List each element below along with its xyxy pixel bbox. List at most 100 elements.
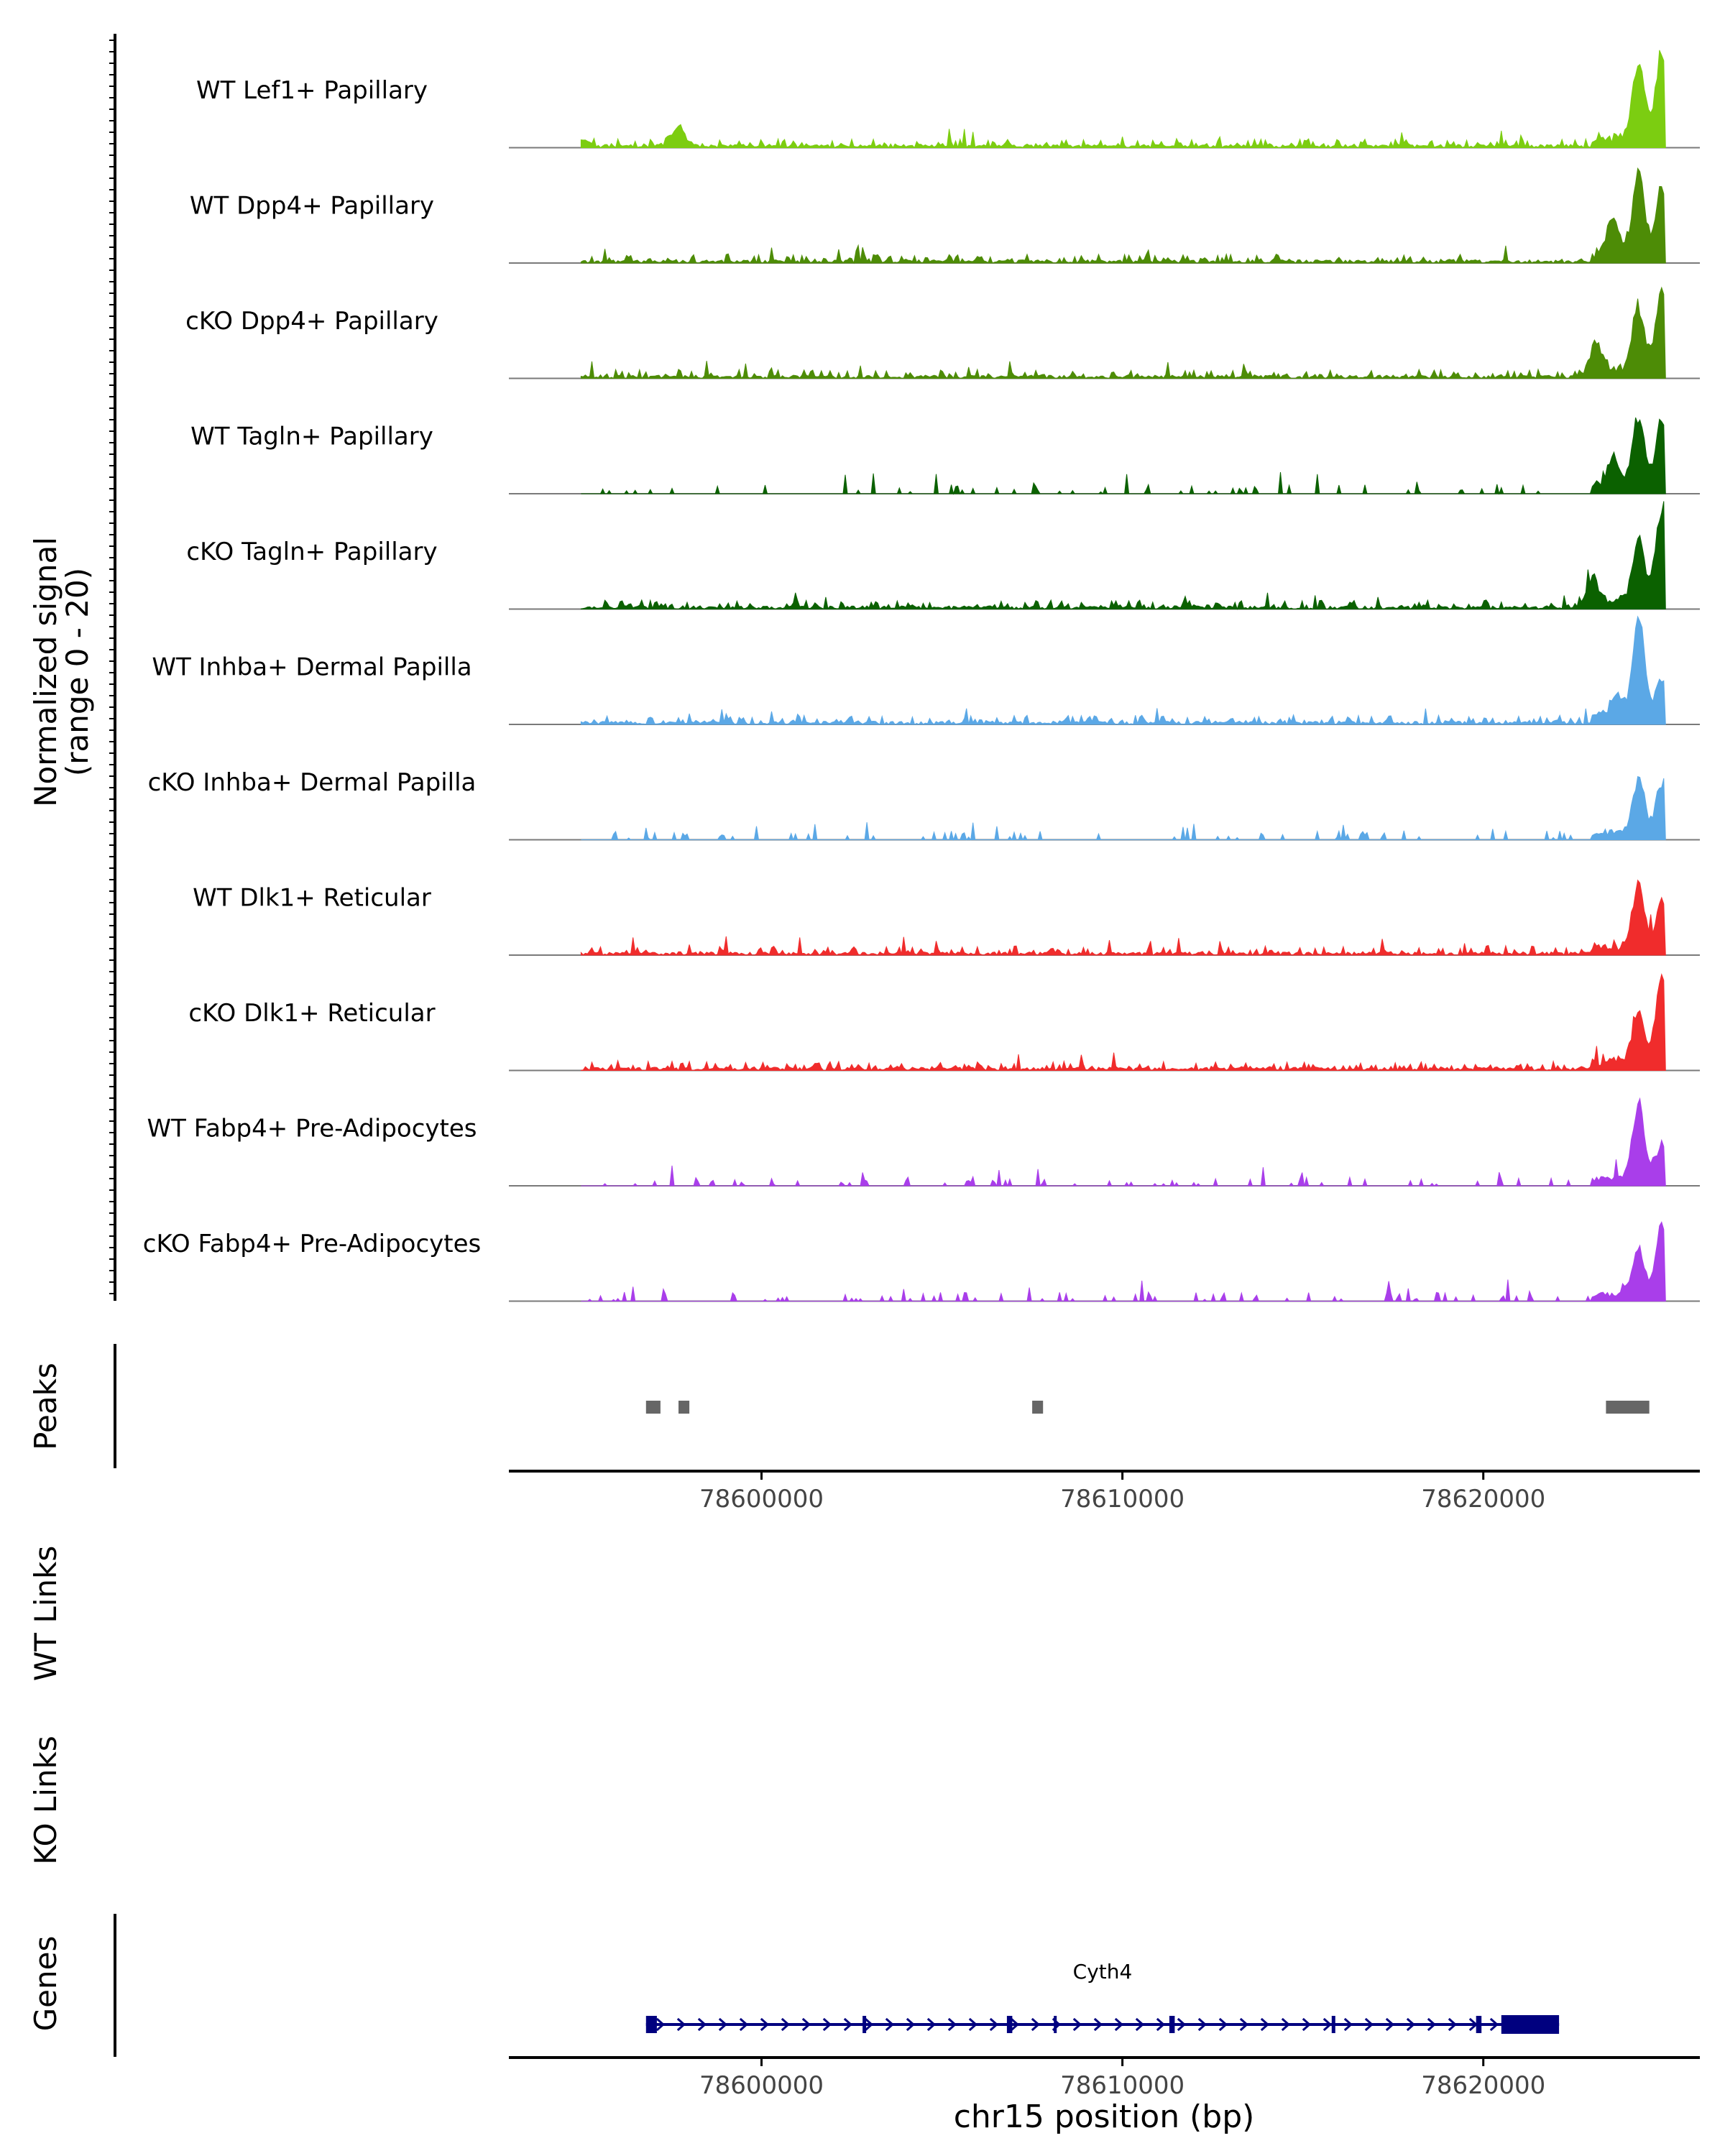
coverage-track: cKO Inhba+ Dermal Papilla [148, 768, 1700, 842]
strand-arrow [1427, 2017, 1437, 2032]
peaks-panel: Peaks 78600000 78610000 78620000 [28, 1344, 1700, 1514]
coverage-track: cKO Fabp4+ Pre-Adipocytes [143, 1221, 1700, 1302]
strand-arrow [1302, 2017, 1312, 2032]
coverage-y-ticks [109, 40, 115, 1294]
strand-arrow [697, 2017, 707, 2032]
strand-arrow [1343, 2017, 1353, 2032]
strand-arrow [864, 2017, 874, 2032]
gene-exon [1054, 2016, 1057, 2033]
coverage-track: WT Inhba+ Dermal Papilla [152, 615, 1700, 726]
coverage-track: WT Dlk1+ Reticular [193, 879, 1700, 957]
strand-arrow [1093, 2017, 1103, 2032]
x-axis-title: chr15 position (bp) [954, 2099, 1255, 2135]
coverage-area [580, 286, 1666, 379]
coverage-track: WT Lef1+ Papillary [196, 50, 1700, 149]
strand-arrow [822, 2017, 832, 2032]
coverage-area [580, 879, 1666, 957]
coverage-area [581, 417, 1666, 495]
peak-region [678, 1401, 690, 1414]
strand-arrow [989, 2017, 999, 2032]
coverage-area [580, 501, 1666, 610]
x-ticks-genes: 78600000 78610000 78620000 [699, 2058, 1545, 2100]
strand-arrow [1239, 2017, 1249, 2032]
strand-arrow [1197, 2017, 1208, 2032]
strand-arrow [1072, 2017, 1082, 2032]
strand-arrow [1010, 2017, 1020, 2032]
strand-arrow [1406, 2017, 1416, 2032]
strand-arrow [760, 2017, 770, 2032]
strand-arrow [1385, 2017, 1395, 2032]
strand-arrow [1322, 2017, 1333, 2032]
x-tick-label: 78600000 [699, 1485, 824, 1514]
track-label: WT Dpp4+ Papillary [190, 192, 434, 221]
coverage-track: cKO Dlk1+ Reticular [188, 973, 1700, 1072]
x-tick-label: 78600000 [699, 2071, 824, 2100]
coverage-area [581, 1097, 1666, 1187]
x-tick-label: 78610000 [1060, 2071, 1184, 2100]
x-ticks-peaks: 78600000 78610000 78620000 [699, 1471, 1545, 1514]
strand-arrow [1489, 2017, 1499, 2032]
strand-arrow [739, 2017, 749, 2032]
y-axis-label-line1: Normalized signal [28, 537, 63, 807]
track-label: WT Fabp4+ Pre-Adipocytes [147, 1115, 477, 1143]
gene-exon [862, 2016, 867, 2033]
strand-arrow [1218, 2017, 1228, 2032]
track-label: cKO Fabp4+ Pre-Adipocytes [143, 1230, 482, 1258]
coverage-area [581, 775, 1666, 842]
gene-exon [1169, 2016, 1175, 2033]
coverage-tracks: WT Lef1+ Papillary WT Dpp4+ Papillary cKO … [143, 50, 1700, 1302]
gene-exon [1006, 2016, 1013, 2033]
strand-arrow [1135, 2017, 1145, 2032]
peak-region [1606, 1401, 1650, 1414]
track-label: WT Tagln+ Papillary [190, 423, 433, 451]
ko-links-label: KO Links [28, 1736, 63, 1865]
strand-arrow [781, 2017, 791, 2032]
peak-region [1032, 1401, 1044, 1414]
track-label: WT Dlk1+ Reticular [193, 884, 431, 913]
gene-model: Cyth4 [645, 1960, 1560, 2034]
coverage-area [580, 973, 1666, 1072]
strand-arrow [1364, 2017, 1374, 2032]
gene-exon [645, 2016, 657, 2033]
strand-arrow [1114, 2017, 1124, 2032]
coverage-track: cKO Tagln+ Papillary [186, 501, 1700, 610]
strand-arrow [926, 2017, 937, 2032]
peak-regions [645, 1401, 1650, 1414]
genes-panel: Genes Cyth4 78600000 78610000 78620000 chr… [28, 1914, 1700, 2135]
track-label: WT Lef1+ Papillary [196, 76, 428, 105]
gene-name: Cyth4 [1073, 1960, 1133, 1984]
gene-models: Cyth4 [645, 1960, 1560, 2034]
gene-exon [1331, 2016, 1335, 2033]
track-label: cKO Dlk1+ Reticular [188, 999, 435, 1028]
coverage-area [580, 615, 1666, 726]
strand-arrow [1448, 2017, 1458, 2032]
coverage-area [581, 1221, 1666, 1302]
gene-exon [1476, 2016, 1482, 2033]
strand-arrow [906, 2017, 916, 2032]
strand-arrow [1281, 2017, 1291, 2032]
coverage-area [580, 50, 1666, 149]
coverage-track: WT Fabp4+ Pre-Adipocytes [147, 1097, 1700, 1187]
strand-arrow [1177, 2017, 1187, 2032]
track-label: WT Inhba+ Dermal Papilla [152, 653, 472, 682]
strand-arrow [968, 2017, 978, 2032]
track-label: cKO Tagln+ Papillary [186, 538, 437, 566]
strand-arrow [1031, 2017, 1041, 2032]
track-label: cKO Inhba+ Dermal Papilla [148, 768, 477, 797]
strand-arrow [1156, 2017, 1166, 2032]
strand-arrow [676, 2017, 686, 2032]
strand-arrow [801, 2017, 811, 2032]
x-tick-label: 78610000 [1060, 1485, 1184, 1514]
wt-links-label: WT Links [28, 1546, 63, 1681]
x-tick-label: 78620000 [1421, 2071, 1545, 2100]
strand-arrow [1260, 2017, 1270, 2032]
peaks-track-label: Peaks [28, 1363, 63, 1450]
coverage-track: cKO Dpp4+ Papillary [185, 286, 1700, 379]
coverage-panel: Normalized signal (range 0 - 20) WT Lef1… [28, 34, 1700, 1302]
coverage-area [580, 167, 1666, 264]
coverage-track: WT Dpp4+ Papillary [190, 167, 1700, 264]
genes-track-label: Genes [28, 1936, 63, 2032]
strand-arrow [885, 2017, 895, 2032]
track-label: cKO Dpp4+ Papillary [185, 307, 438, 336]
